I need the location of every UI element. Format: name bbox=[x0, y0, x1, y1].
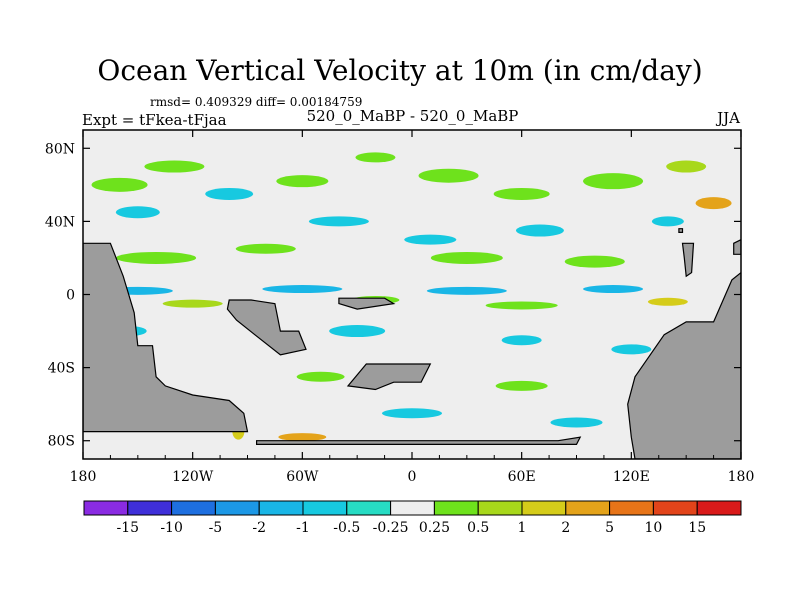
colorbar-label: -10 bbox=[160, 520, 183, 536]
colorbar-label: 2 bbox=[561, 520, 570, 536]
land-polygon bbox=[678, 228, 684, 233]
land-polygon bbox=[627, 271, 741, 459]
x-tick-labels: 180 120W 60W 0 60E 120E 180 bbox=[70, 469, 755, 485]
contour-blob bbox=[564, 255, 625, 268]
contour-blob bbox=[493, 187, 550, 200]
land-polygon bbox=[226, 299, 307, 356]
colorbar-label: -1 bbox=[296, 520, 310, 536]
x-tick-label: 60E bbox=[508, 469, 536, 485]
experiment-label: Expt = tFkea-tFjaa bbox=[82, 111, 227, 129]
contour-blob bbox=[308, 216, 369, 227]
x-tick-label: 120E bbox=[613, 469, 650, 485]
colorbar-swatch bbox=[521, 500, 567, 516]
contour-blob bbox=[116, 251, 197, 264]
colorbar-swatch bbox=[127, 500, 173, 516]
contour-blob bbox=[296, 371, 345, 382]
colorbar-label: -2 bbox=[252, 520, 266, 536]
contour-blob bbox=[485, 301, 558, 310]
y-tick-labels: 80N 40N 0 40S 80S bbox=[45, 141, 75, 449]
x-tick-label: 180 bbox=[728, 469, 755, 485]
land-polygon bbox=[681, 242, 695, 278]
colorbar-label: -5 bbox=[209, 520, 223, 536]
contour-blob bbox=[418, 168, 479, 183]
colorbar-swatch bbox=[346, 500, 392, 516]
contour-blob bbox=[404, 234, 457, 245]
stats-label: rmsd= 0.409329 diff= 0.00184759 bbox=[150, 95, 363, 109]
contour-blob bbox=[647, 297, 688, 306]
colorbar-swatch bbox=[565, 500, 611, 516]
contour-blob bbox=[501, 335, 542, 346]
contour-blob bbox=[666, 160, 707, 173]
contour-blob bbox=[583, 173, 644, 190]
land-polygon bbox=[346, 363, 432, 391]
contour-blob bbox=[91, 177, 148, 192]
colorbar-swatch bbox=[652, 500, 698, 516]
contour-blob bbox=[495, 380, 548, 391]
colorbar-swatch bbox=[214, 500, 260, 516]
contour-blob bbox=[611, 344, 652, 355]
colorbar-swatch bbox=[171, 500, 216, 516]
contour-blob bbox=[162, 299, 223, 308]
land-polygon bbox=[338, 297, 396, 310]
colorbar-swatch bbox=[83, 500, 129, 516]
colorbar-label: 0.5 bbox=[467, 520, 489, 536]
x-tick-label: 180 bbox=[70, 469, 97, 485]
contour-blob bbox=[355, 152, 396, 163]
contour-blob bbox=[329, 325, 386, 338]
colorbar-label: 5 bbox=[605, 520, 614, 536]
contour-blob bbox=[144, 160, 205, 173]
y-tick-label: 40N bbox=[45, 214, 75, 230]
velocity-contours bbox=[91, 152, 732, 442]
contour-blob bbox=[205, 187, 254, 200]
colorbar-swatch bbox=[696, 500, 742, 516]
colorbar-label: 15 bbox=[688, 520, 706, 536]
land-polygon bbox=[733, 239, 741, 255]
contour-blob bbox=[695, 197, 732, 210]
colorbar-swatch bbox=[477, 500, 523, 516]
contour-blob bbox=[430, 251, 503, 264]
colorbar-swatch bbox=[302, 500, 348, 516]
colorbar-label: -15 bbox=[117, 520, 140, 536]
land-polygon bbox=[256, 436, 582, 445]
y-tick-label: 80N bbox=[45, 141, 75, 157]
contour-blob bbox=[262, 285, 343, 294]
contour-blob bbox=[583, 285, 644, 294]
colorbar-swatch bbox=[258, 500, 304, 516]
colorbar-swatch bbox=[433, 500, 479, 516]
colorbar-label: 0.25 bbox=[419, 520, 450, 536]
contour-blob bbox=[115, 206, 160, 219]
x-tick-label: 120W bbox=[172, 469, 214, 485]
colorbar-swatch bbox=[609, 500, 654, 516]
colorbar-swatch bbox=[390, 500, 435, 516]
chart-title: Ocean Vertical Velocity at 10m (in cm/da… bbox=[97, 54, 703, 87]
contour-blob bbox=[235, 243, 296, 254]
colorbar-label: -0.5 bbox=[333, 520, 360, 536]
land-masses bbox=[83, 228, 741, 459]
contour-blob bbox=[278, 433, 327, 442]
axis-ticks bbox=[82, 130, 742, 459]
colorbar-label: -0.25 bbox=[373, 520, 409, 536]
x-tick-label: 0 bbox=[408, 469, 417, 485]
x-tick-label: 60W bbox=[286, 469, 319, 485]
contour-blob bbox=[382, 408, 442, 419]
contour-blob bbox=[515, 224, 564, 237]
period-label: 520_0_MaBP - 520_0_MaBP bbox=[306, 107, 519, 125]
colorbar: -15 -10 -5 -2 -1 -0.5 -0.25 0.25 0.5 1 2 5 10 15 bbox=[83, 500, 742, 536]
plot-area bbox=[83, 130, 741, 459]
land-polygon bbox=[83, 242, 249, 433]
y-tick-label: 40S bbox=[48, 361, 75, 377]
contour-blob bbox=[550, 417, 603, 428]
colorbar-label: 1 bbox=[518, 520, 527, 536]
contour-blob bbox=[276, 175, 329, 188]
season-label: JJA bbox=[717, 109, 740, 127]
y-tick-label: 0 bbox=[66, 288, 75, 304]
contour-blob bbox=[426, 286, 507, 295]
colorbar-label: 10 bbox=[644, 520, 662, 536]
contour-blob bbox=[651, 216, 684, 227]
y-tick-label: 80S bbox=[48, 434, 75, 450]
